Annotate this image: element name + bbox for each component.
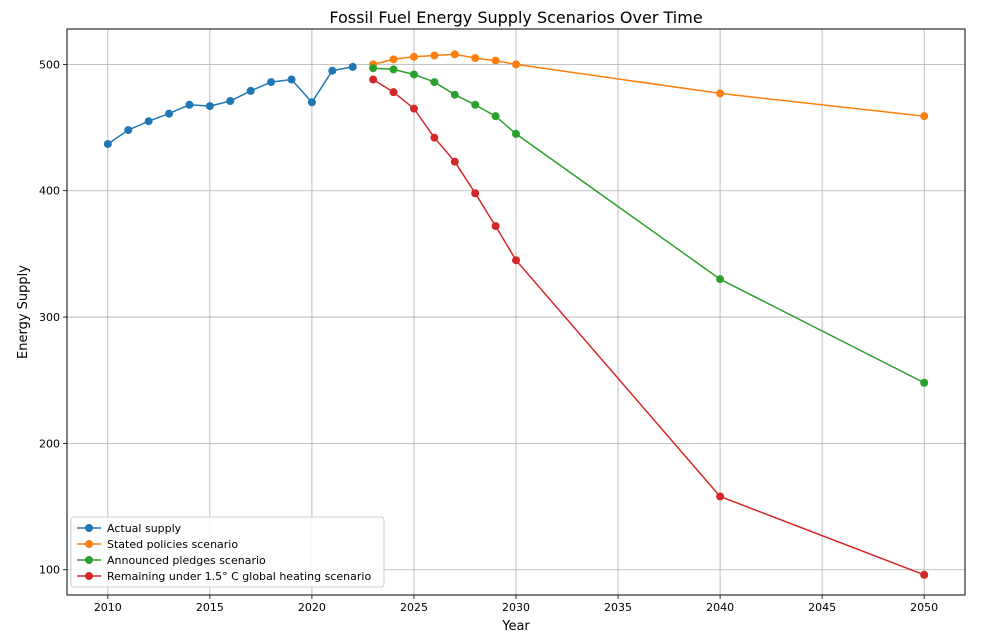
series-line bbox=[372, 78, 925, 576]
series-line bbox=[373, 67, 925, 384]
legend-label: Remaining under 1.5° C global heating sc… bbox=[107, 570, 371, 583]
data-point bbox=[124, 126, 133, 135]
series-group bbox=[103, 50, 929, 579]
series-line bbox=[372, 53, 925, 117]
data-point bbox=[491, 112, 500, 121]
series-0 bbox=[103, 62, 357, 148]
y-axis-ticks: 100 200 300 400 500 bbox=[39, 58, 67, 577]
data-point bbox=[307, 98, 316, 107]
series-3 bbox=[369, 75, 929, 579]
data-point bbox=[512, 129, 520, 138]
data-point bbox=[389, 88, 398, 97]
x-tick-label: 2015 bbox=[196, 601, 224, 614]
data-point bbox=[716, 492, 725, 501]
y-tick-label: 100 bbox=[39, 564, 60, 577]
x-tick-label: 2035 bbox=[604, 601, 632, 614]
y-tick-label: 200 bbox=[39, 437, 60, 450]
legend-label: Announced pledges scenario bbox=[107, 554, 266, 567]
data-point bbox=[716, 89, 725, 98]
y-tick-label: 300 bbox=[39, 311, 60, 324]
series-1 bbox=[369, 50, 929, 121]
x-tick-label: 2050 bbox=[910, 601, 938, 614]
x-tick-label: 2020 bbox=[298, 601, 326, 614]
data-point bbox=[430, 78, 439, 87]
data-point bbox=[450, 157, 459, 166]
legend-box bbox=[70, 516, 385, 588]
data-point bbox=[471, 100, 480, 109]
grid bbox=[67, 29, 965, 595]
x-tick-label: 2010 bbox=[94, 601, 122, 614]
data-point bbox=[144, 117, 153, 126]
x-tick-label: 2040 bbox=[706, 601, 734, 614]
data-point bbox=[103, 139, 112, 148]
data-point bbox=[246, 86, 255, 95]
data-point bbox=[920, 378, 929, 387]
data-point bbox=[389, 55, 398, 64]
data-point bbox=[348, 62, 357, 71]
series-2 bbox=[369, 64, 929, 387]
data-point bbox=[512, 256, 520, 265]
data-point bbox=[205, 102, 214, 111]
y-axis-label: Energy Supply bbox=[16, 265, 31, 359]
data-point bbox=[267, 78, 276, 87]
legend-item: Announced pledges scenario bbox=[77, 554, 266, 567]
legend: Actual supply Stated policies scenario Ann… bbox=[70, 516, 385, 588]
x-axis-ticks: 2010 2015 2020 2025 2030 2035 2040 2045 2050 bbox=[94, 595, 938, 614]
y-tick-label: 500 bbox=[39, 58, 60, 71]
x-axis-label: Year bbox=[501, 619, 530, 634]
data-point bbox=[471, 189, 480, 198]
plot-frame bbox=[66, 28, 966, 596]
data-point bbox=[920, 112, 929, 121]
data-point bbox=[430, 133, 439, 142]
data-point bbox=[328, 66, 337, 75]
data-point bbox=[491, 56, 500, 65]
legend-item: Actual supply bbox=[77, 522, 182, 535]
x-tick-label: 2025 bbox=[400, 601, 428, 614]
y-tick-label: 400 bbox=[39, 185, 60, 198]
data-point bbox=[226, 97, 235, 106]
data-point bbox=[450, 50, 459, 59]
data-point bbox=[920, 570, 929, 579]
legend-label: Stated policies scenario bbox=[107, 538, 238, 551]
data-point bbox=[287, 75, 296, 84]
legend-label: Actual supply bbox=[107, 522, 182, 535]
series-line bbox=[107, 66, 353, 145]
data-point bbox=[512, 60, 520, 69]
data-point bbox=[409, 70, 418, 79]
data-point bbox=[716, 275, 725, 284]
data-point bbox=[409, 52, 418, 61]
data-point bbox=[491, 222, 500, 231]
legend-marker bbox=[85, 572, 93, 580]
x-tick-label: 2030 bbox=[502, 601, 530, 614]
legend-item: Stated policies scenario bbox=[77, 538, 238, 551]
data-point bbox=[409, 104, 418, 113]
chart-title: Fossil Fuel Energy Supply Scenarios Over… bbox=[329, 8, 702, 27]
legend-marker bbox=[85, 540, 93, 548]
data-point bbox=[185, 100, 194, 109]
data-point bbox=[450, 90, 459, 99]
data-point bbox=[165, 109, 174, 118]
data-point bbox=[471, 54, 480, 63]
data-point bbox=[389, 65, 398, 74]
legend-marker bbox=[85, 524, 93, 532]
legend-marker bbox=[85, 556, 93, 564]
x-tick-label: 2045 bbox=[808, 601, 836, 614]
data-point bbox=[369, 75, 378, 84]
data-point bbox=[369, 64, 378, 73]
data-point bbox=[430, 51, 439, 60]
legend-item: Remaining under 1.5° C global heating sc… bbox=[77, 570, 371, 583]
